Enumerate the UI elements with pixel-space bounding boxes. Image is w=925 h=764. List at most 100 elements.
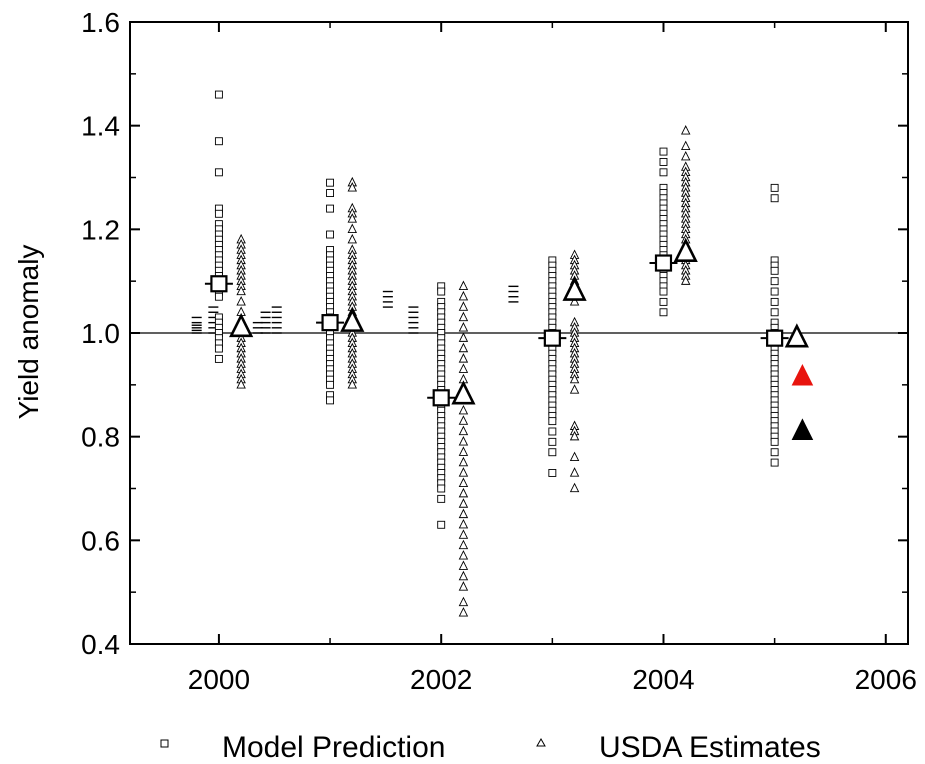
usda-filled-marker: [791, 418, 814, 440]
usda-point: [236, 296, 246, 306]
usda-point: [458, 415, 469, 425]
model-point: [326, 396, 335, 405]
usda-point: [236, 379, 246, 389]
usda-point: [458, 539, 469, 550]
usda-point: [458, 607, 469, 617]
model-point: [770, 458, 779, 467]
model-mean-marker: [432, 389, 450, 407]
model-mean-marker: [766, 329, 784, 347]
legend-label-model: Model Prediction: [222, 731, 445, 764]
usda-point: [680, 275, 691, 285]
model-point: [214, 90, 223, 99]
y-tick-label: 0.8: [81, 422, 120, 453]
model-point: [214, 137, 223, 146]
usda-point: [458, 467, 469, 477]
usda-point: [458, 342, 469, 353]
usda-point: [458, 311, 469, 322]
x-tick-label: 2004: [632, 664, 694, 695]
model-mean-marker: [543, 329, 561, 347]
usda-point: [569, 467, 580, 477]
usda-point: [458, 560, 469, 570]
usda-point: [347, 223, 358, 233]
model-point: [326, 230, 335, 239]
usda-point: [458, 498, 469, 508]
y-tick-label: 1.4: [81, 111, 120, 142]
usda-point: [458, 425, 469, 436]
usda-point: [458, 487, 469, 498]
usda-mean-marker: [562, 276, 587, 301]
usda-point: [680, 125, 691, 135]
model-point: [437, 484, 446, 493]
model-point: [659, 168, 668, 177]
y-tick-label: 1.6: [81, 7, 120, 38]
usda-point: [458, 596, 469, 607]
model-point: [770, 287, 779, 296]
usda-point: [458, 477, 469, 487]
axis-layer: 0.4 0.6 0.8 1.0 1.2 1.4 1.6 2000 2002 2004 2006: [81, 7, 917, 695]
usda-filled-marker: [791, 363, 814, 386]
usda-point: [458, 280, 469, 290]
usda-mean-marker: [340, 307, 365, 332]
model-point: [326, 178, 335, 187]
model-point: [770, 183, 779, 192]
usda-point: [569, 451, 580, 462]
usda-point: [458, 404, 469, 415]
usda-point: [458, 436, 469, 446]
data-layer: [191, 90, 814, 617]
model-point: [659, 308, 668, 317]
model-point: [770, 448, 779, 457]
usda-point: [458, 529, 469, 539]
usda-point: [680, 150, 691, 161]
legend-marker-model: [160, 739, 169, 748]
model-point: [548, 469, 557, 477]
model-point: [548, 427, 557, 436]
model-point: [326, 380, 335, 389]
usda-point: [347, 182, 358, 192]
y-tick-label: 1.2: [81, 214, 120, 245]
x-tick-label: 2002: [410, 664, 472, 695]
model-point: [326, 204, 335, 213]
model-point: [770, 308, 779, 317]
x-tick-label: 2006: [855, 664, 917, 695]
usda-point: [458, 570, 469, 581]
usda-point: [347, 379, 358, 389]
y-tick-label: 0.6: [81, 525, 120, 556]
x-tick-label: 2000: [188, 664, 250, 695]
model-point: [770, 297, 779, 306]
model-point: [214, 209, 223, 218]
model-point: [326, 189, 335, 198]
model-mean-marker: [654, 254, 673, 272]
usda-point: [569, 384, 580, 394]
y-tick-label: 0.4: [81, 629, 120, 660]
model-point: [770, 277, 779, 286]
usda-point: [458, 550, 469, 560]
model-point: [548, 417, 557, 426]
usda-point: [569, 373, 580, 384]
model-point: [659, 287, 668, 296]
model-point: [770, 437, 779, 446]
model-point: [770, 266, 779, 275]
model-point: [548, 448, 557, 457]
usda-point: [680, 140, 691, 151]
usda-mean-marker: [451, 380, 476, 405]
model-point: [770, 194, 779, 203]
usda-point: [569, 430, 580, 441]
usda-point: [458, 363, 469, 373]
usda-point: [458, 301, 469, 311]
legend-marker-usda: [536, 737, 546, 747]
legend: Model Prediction USDA Estimates: [160, 731, 821, 764]
y-axis-label: Yield anomaly: [13, 245, 44, 420]
model-point: [659, 147, 668, 156]
usda-point: [347, 213, 358, 223]
usda-point: [458, 446, 469, 456]
usda-point: [458, 456, 469, 467]
y-tick-label: 1.0: [81, 318, 120, 349]
usda-point: [458, 290, 469, 301]
usda-point: [458, 518, 469, 529]
model-point: [437, 494, 446, 503]
usda-point: [458, 322, 469, 332]
usda-point: [458, 508, 469, 519]
model-point: [214, 292, 223, 301]
usda-mean-marker: [229, 312, 254, 338]
